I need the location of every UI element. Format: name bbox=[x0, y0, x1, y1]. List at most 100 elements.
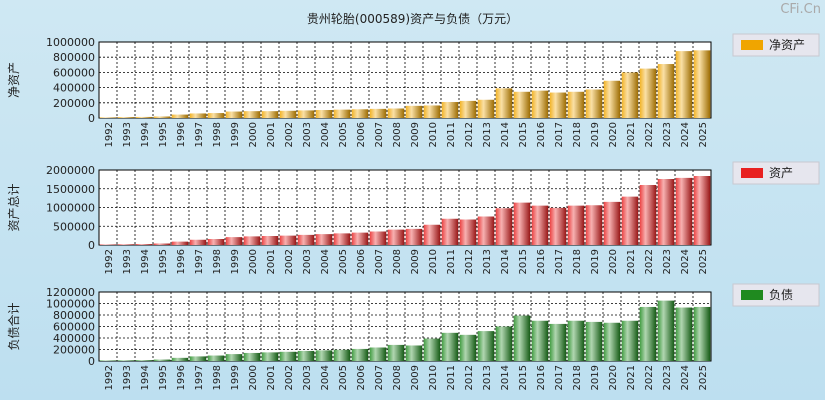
bar bbox=[567, 205, 585, 245]
bar bbox=[153, 243, 171, 245]
y-tick-label: 500000 bbox=[53, 220, 95, 233]
bar bbox=[477, 99, 495, 118]
x-tick-label: 2006 bbox=[356, 249, 367, 274]
bar bbox=[423, 338, 441, 361]
x-tick-label: 2015 bbox=[518, 249, 529, 274]
x-tick-label: 1999 bbox=[230, 249, 241, 274]
x-tick-label: 2005 bbox=[338, 122, 349, 147]
chart-panel-1: 0 200000 400000 600000 800000 1000000 1992 1993… bbox=[7, 33, 820, 147]
bar bbox=[513, 202, 531, 245]
x-tick-label: 2019 bbox=[590, 365, 601, 390]
bar bbox=[351, 348, 369, 361]
bar bbox=[117, 117, 135, 118]
x-tick-label: 2022 bbox=[644, 122, 655, 147]
x-tick-label: 2002 bbox=[284, 122, 295, 147]
x-tick-label: 2025 bbox=[698, 365, 709, 390]
x-tick-label: 2018 bbox=[572, 122, 583, 147]
y-tick-label: 200000 bbox=[53, 344, 95, 357]
bar bbox=[495, 326, 513, 361]
bar bbox=[477, 216, 495, 245]
bar bbox=[495, 88, 513, 118]
x-tick-label: 1994 bbox=[140, 365, 151, 390]
x-tick-label: 2007 bbox=[374, 249, 385, 274]
x-tick-label: 2020 bbox=[608, 249, 619, 274]
x-tick-label: 2000 bbox=[248, 249, 259, 274]
x-tick-label: 1997 bbox=[194, 365, 205, 390]
legend-box bbox=[732, 161, 820, 185]
y-tick-label: 1000000 bbox=[46, 298, 95, 311]
legend-swatch bbox=[741, 290, 763, 300]
x-tick-label: 2011 bbox=[446, 122, 457, 147]
x-tick-label: 2009 bbox=[410, 365, 421, 390]
y-tick-label: 1000000 bbox=[46, 202, 95, 215]
bar bbox=[99, 360, 117, 361]
y-tick-label: 600000 bbox=[53, 321, 95, 334]
bar bbox=[135, 116, 153, 118]
bar bbox=[675, 307, 693, 361]
x-tick-label: 2005 bbox=[338, 365, 349, 390]
bar bbox=[567, 91, 585, 118]
x-tick-label: 2025 bbox=[698, 122, 709, 147]
bar bbox=[459, 100, 477, 118]
x-tick-label: 1998 bbox=[212, 365, 223, 390]
legend-box bbox=[732, 283, 820, 307]
watermark: CFi.Cn bbox=[780, 2, 821, 17]
x-tick-label: 2025 bbox=[698, 249, 709, 274]
x-tick-label: 2001 bbox=[266, 249, 277, 274]
bar bbox=[243, 111, 261, 118]
legend-label: 负债 bbox=[769, 288, 793, 302]
bar bbox=[207, 355, 225, 361]
x-tick-label: 2024 bbox=[680, 249, 691, 274]
x-tick-label: 2010 bbox=[428, 249, 439, 274]
x-tick-label: 2000 bbox=[248, 365, 259, 390]
bar bbox=[531, 320, 549, 361]
bar bbox=[423, 224, 441, 245]
bar bbox=[189, 113, 207, 118]
y-axis-title: 净资产 bbox=[7, 62, 21, 98]
bar bbox=[387, 108, 405, 118]
x-tick-label: 2013 bbox=[482, 122, 493, 147]
bar bbox=[225, 354, 243, 361]
bar bbox=[279, 351, 297, 361]
bar bbox=[243, 236, 261, 245]
y-axis-title: 负债合计 bbox=[6, 302, 21, 350]
bar bbox=[675, 51, 693, 119]
bar bbox=[603, 80, 621, 118]
x-tick-label: 2024 bbox=[680, 365, 691, 390]
x-tick-label: 2018 bbox=[572, 365, 583, 390]
x-tick-label: 2011 bbox=[446, 365, 457, 390]
x-tick-label: 1993 bbox=[122, 365, 133, 390]
bar bbox=[333, 349, 351, 361]
x-tick-label: 1996 bbox=[176, 249, 187, 274]
bar bbox=[585, 89, 603, 118]
x-tick-label: 1999 bbox=[230, 122, 241, 147]
bar bbox=[621, 72, 639, 118]
bar bbox=[207, 113, 225, 118]
bar bbox=[531, 205, 549, 245]
x-tick-label: 2021 bbox=[626, 365, 637, 390]
bar bbox=[315, 110, 333, 118]
bar bbox=[693, 306, 711, 361]
y-tick-label: 0 bbox=[88, 355, 95, 368]
x-tick-label: 2015 bbox=[518, 122, 529, 147]
x-tick-label: 2016 bbox=[536, 122, 547, 147]
bar bbox=[207, 239, 225, 245]
x-tick-label: 2012 bbox=[464, 249, 475, 274]
bar bbox=[441, 102, 459, 118]
x-tick-label: 1993 bbox=[122, 122, 133, 147]
bar bbox=[171, 357, 189, 361]
bar bbox=[153, 359, 171, 361]
x-tick-label: 2010 bbox=[428, 365, 439, 390]
bar bbox=[369, 108, 387, 118]
chart-title: 贵州轮胎(000589)资产与负债（万元） bbox=[306, 12, 519, 26]
legend-box bbox=[732, 33, 820, 57]
bar bbox=[261, 236, 279, 245]
x-tick-label: 2014 bbox=[500, 365, 511, 390]
x-tick-label: 2006 bbox=[356, 122, 367, 147]
x-tick-label: 1996 bbox=[176, 122, 187, 147]
y-tick-label: 600000 bbox=[53, 66, 95, 79]
x-tick-label: 1997 bbox=[194, 122, 205, 147]
bar bbox=[423, 105, 441, 118]
x-tick-label: 2011 bbox=[446, 249, 457, 274]
